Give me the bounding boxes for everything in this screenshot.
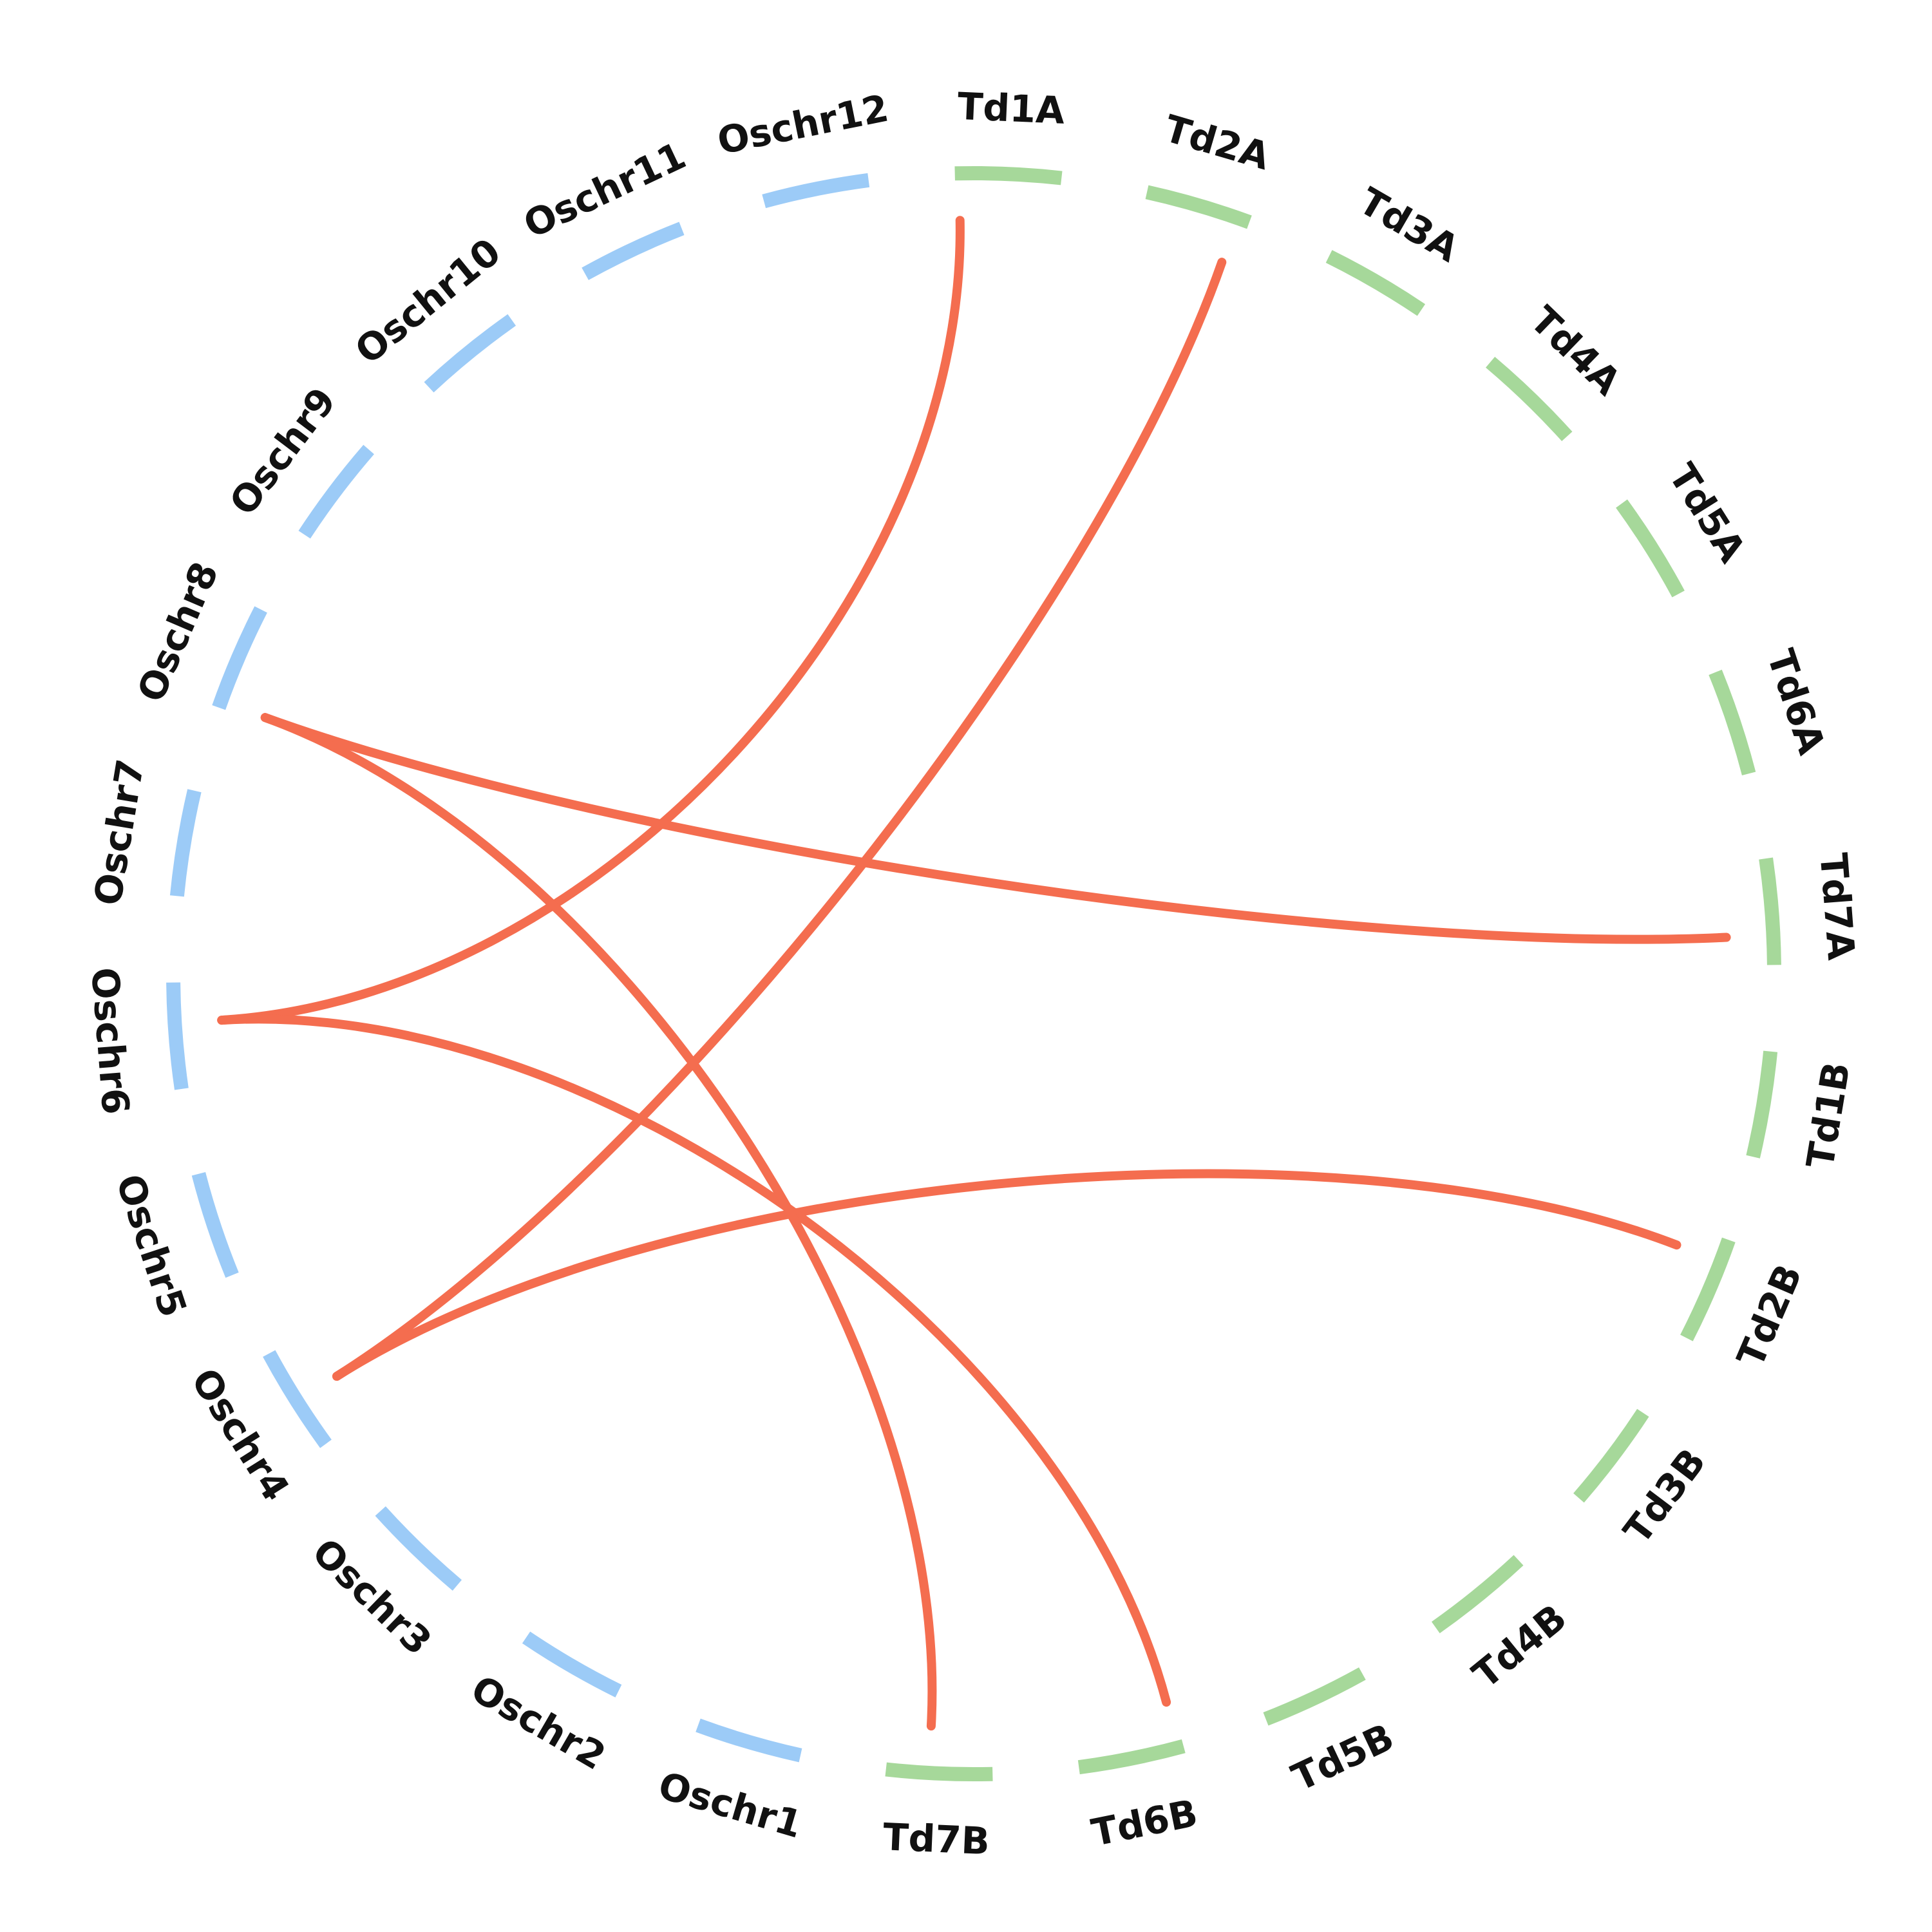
chromosome-arc-td2b [1680, 1237, 1736, 1341]
chromosome-arc-td3a [1325, 250, 1426, 316]
chromosome-label-td1a: Td1A [956, 84, 1065, 133]
chromosome-arc-td7b [885, 1762, 993, 1782]
chromosome-arc-td7a [1759, 857, 1781, 965]
chromosome-label-oschr8: Oschr8 [129, 556, 227, 708]
link-oschr4-td2b [332, 1169, 1681, 1381]
chromosome-label-oschr1: Oschr1 [654, 1763, 807, 1846]
chromosome-arc-td1b [1746, 1050, 1778, 1159]
chromosome-arcs [166, 166, 1781, 1782]
chromosome-label-td3b: Td3B [1615, 1441, 1714, 1552]
chromosome-arc-td2a [1145, 185, 1252, 229]
chromosome-arc-oschr6 [166, 982, 189, 1090]
link-oschr4-td2a [332, 258, 1227, 1381]
chromosome-label-td6b: Td6B [1088, 1791, 1201, 1855]
chromosome-arc-oschr10 [424, 314, 516, 393]
chromosome-arc-td6b [1077, 1739, 1186, 1775]
chromosome-arc-oschr12 [762, 173, 870, 209]
chromosome-label-td1b: Td1B [1798, 1059, 1859, 1171]
chromosome-label-oschr6: Oschr6 [82, 966, 138, 1116]
chromosome-arc-td3b [1573, 1408, 1649, 1503]
chromosome-arc-td5b [1263, 1667, 1366, 1726]
chromosome-label-td7b: Td7B [882, 1815, 990, 1863]
link-oschr6-td6b [217, 1014, 1171, 1707]
chromosome-label-td2a: Td2A [1160, 106, 1275, 178]
chromosome-arc-oschr9 [298, 444, 374, 539]
chromosome-arc-td4a [1485, 356, 1573, 441]
synteny-links [217, 216, 1731, 1731]
chromosome-arc-td1a [954, 166, 1063, 185]
chromosome-arc-oschr7 [169, 789, 202, 897]
chromosome-label-oschr12: Oschr12 [714, 86, 892, 164]
chromosome-label-td4b: Td4B [1464, 1596, 1575, 1697]
chromosome-arc-td6a [1709, 669, 1756, 776]
chromosome-label-oschr7: Oschr7 [86, 756, 153, 909]
chromosome-arc-oschr8 [212, 606, 267, 710]
chromosome-arc-oschr2 [522, 1631, 622, 1698]
chromosome-label-td5a: Td5A [1660, 456, 1754, 570]
chromosome-arc-td4b [1431, 1555, 1524, 1634]
chromosome-label-td3a: Td3A [1352, 179, 1466, 270]
chromosome-arc-oschr4 [263, 1350, 332, 1448]
chromosome-label-oschr5: Oschr5 [108, 1169, 195, 1322]
link-oschr8-td7b [260, 713, 937, 1731]
chromosome-arc-td5a [1616, 499, 1685, 598]
chromosome-label-oschr10: Oschr10 [347, 230, 509, 373]
chromosome-arc-oschr11 [582, 222, 685, 280]
chromosome-arc-oschr3 [375, 1506, 462, 1591]
chromosome-label-td2b: Td2B [1728, 1258, 1811, 1373]
chromosome-arc-oschr5 [191, 1171, 239, 1278]
chromosome-arc-oschr1 [696, 1718, 802, 1763]
chromosome-label-td6a: Td6A [1759, 644, 1834, 759]
chromosome-label-td4a: Td4A [1522, 298, 1629, 404]
chromosome-label-td5b: Td5B [1285, 1715, 1401, 1800]
link-oschr6-td1a [217, 216, 965, 1025]
link-oschr8-td7a [260, 713, 1731, 944]
chromosome-label-td7a: Td7A [1812, 851, 1864, 961]
